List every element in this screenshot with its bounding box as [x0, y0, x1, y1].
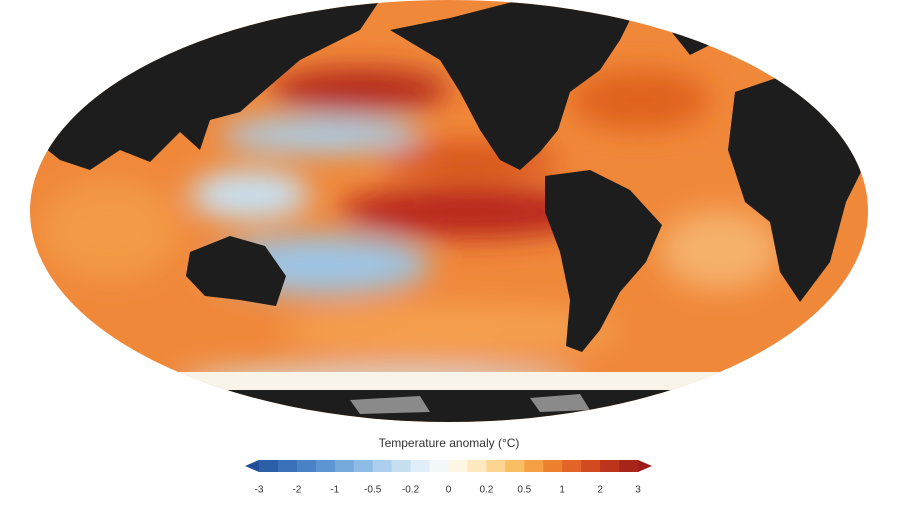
colorbar-segment [600, 460, 620, 472]
colorbar-segment [505, 460, 525, 472]
anomaly-field [40, 68, 780, 392]
colorbar-segment [296, 460, 317, 472]
colorbar-segment [259, 460, 279, 472]
colorbar-tick-label: 2 [597, 485, 603, 496]
colorbar: -3 -2 -1 -0.5 -0.2 0 0.2 0.5 1 2 3 [245, 460, 652, 496]
colorbar-segment [334, 460, 355, 472]
colorbar-segment [448, 460, 468, 472]
colorbar-segment [619, 460, 639, 472]
colorbar-tick-label: 0.2 [479, 485, 493, 496]
colorbar-tick-label: -0.2 [402, 485, 420, 496]
colorbar-segment [391, 460, 412, 472]
colorbar-segment [467, 460, 487, 472]
colorbar-tick-label: -1 [330, 485, 339, 496]
colorbar-segment [562, 460, 582, 472]
colorbar-under [245, 460, 259, 472]
colorbar-segment [486, 460, 506, 472]
colorbar-segment [524, 460, 544, 472]
colorbar-tick-label: 0 [446, 485, 452, 496]
ice-shelf [350, 394, 590, 414]
colorbar-segment [277, 460, 298, 472]
colorbar-segment [353, 460, 374, 472]
colorbar-segment [429, 460, 449, 472]
colorbar-title: Temperature anomaly (°C) [379, 436, 520, 450]
colorbar-segment [410, 460, 431, 472]
sea-ice [80, 372, 820, 390]
world-map [30, 0, 868, 422]
colorbar-tick-label: 0.5 [517, 485, 531, 496]
colorbar-tick-label: -2 [292, 485, 301, 496]
colorbar-tick-label: -3 [255, 485, 264, 496]
colorbar-segment [543, 460, 563, 472]
colorbar-segment [315, 460, 336, 472]
colorbar-tick-label: 1 [559, 485, 565, 496]
colorbar-tick-label: -0.5 [364, 485, 382, 496]
colorbar-tick-label: 3 [635, 485, 641, 496]
colorbar-segment [372, 460, 393, 472]
colorbar-segment [581, 460, 601, 472]
colorbar-over [638, 460, 652, 472]
